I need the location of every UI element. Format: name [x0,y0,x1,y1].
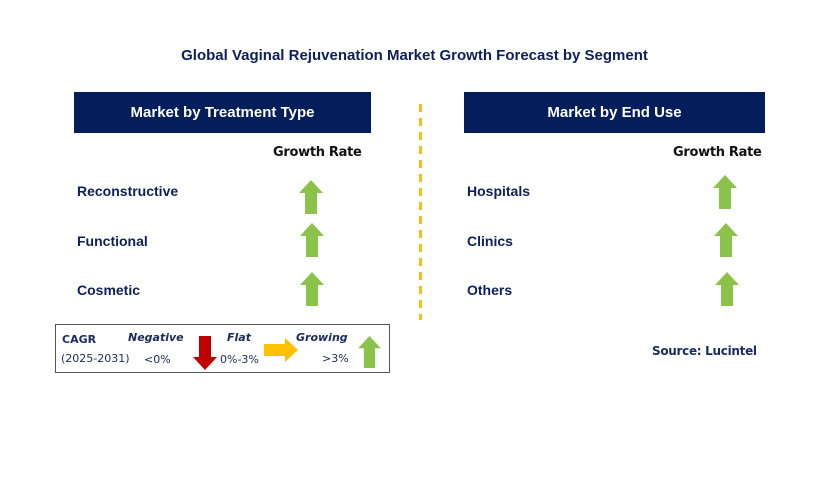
up-arrow-icon [358,336,381,368]
growing-range: >3% [322,352,349,365]
segment-label: Cosmetic [77,282,141,298]
treatment-type-header: Market by Treatment Type [74,92,371,133]
flat-label: Flat [227,331,251,344]
segment-label: Others [467,282,513,298]
up-arrow-icon [713,175,737,209]
up-arrow-icon [715,272,739,306]
up-arrow-icon [300,272,324,306]
flat-range: 0%-3% [220,353,259,366]
segment-label: Clinics [467,233,513,249]
up-arrow-icon [714,223,738,257]
segment-label: Reconstructive [77,183,179,199]
negative-range: <0% [144,353,171,366]
cagr-legend: CAGR (2025-2031) Negative <0% Flat 0%-3%… [55,324,390,373]
segment-label: Functional [77,233,148,249]
panel-divider [419,104,422,320]
up-arrow-icon [299,180,323,214]
end-use-growth-rate-label: Growth Rate [673,145,762,160]
cagr-period: (2025-2031) [61,352,130,365]
source-label: Source: Lucintel [652,344,757,358]
negative-label: Negative [128,331,184,344]
down-arrow-icon [193,336,217,370]
segment-label: Hospitals [467,183,531,199]
growing-label: Growing [296,331,348,344]
up-arrow-icon [300,223,324,257]
page-title: Global Vaginal Rejuvenation Market Growt… [181,47,648,64]
cagr-label: CAGR [62,333,97,346]
end-use-header: Market by End Use [464,92,765,133]
treatment-growth-rate-label: Growth Rate [273,145,362,160]
right-arrow-icon [264,338,298,362]
